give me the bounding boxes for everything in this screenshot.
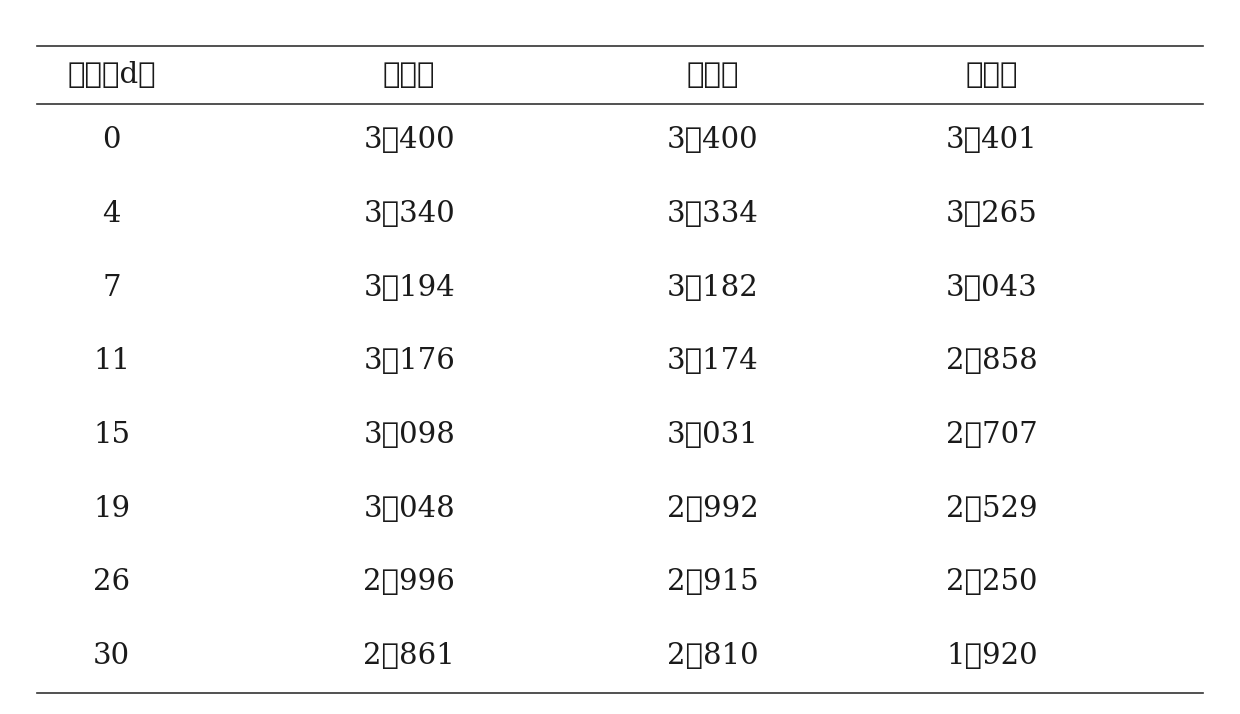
Text: 3．401: 3．401 [946, 126, 1038, 154]
Text: 1．920: 1．920 [946, 642, 1038, 670]
Text: 3．334: 3．334 [667, 200, 759, 228]
Text: 19: 19 [93, 495, 130, 523]
Text: 2．915: 2．915 [667, 568, 759, 596]
Text: 26: 26 [93, 568, 130, 596]
Text: 2．707: 2．707 [946, 421, 1038, 449]
Text: 0: 0 [103, 126, 120, 154]
Text: 3．176: 3．176 [363, 347, 455, 376]
Text: 3．043: 3．043 [946, 273, 1038, 301]
Text: 3．048: 3．048 [363, 495, 455, 523]
Text: 2．861: 2．861 [363, 642, 455, 670]
Text: 3．031: 3．031 [667, 421, 759, 449]
Text: 时间（d）: 时间（d） [67, 61, 156, 89]
Text: 3．400: 3．400 [667, 126, 759, 154]
Text: 3．174: 3．174 [667, 347, 759, 376]
Text: 第三组: 第三组 [966, 61, 1018, 89]
Text: 2．992: 2．992 [667, 495, 759, 523]
Text: 11: 11 [93, 347, 130, 376]
Text: 7: 7 [102, 273, 122, 301]
Text: 30: 30 [93, 642, 130, 670]
Text: 2．810: 2．810 [667, 642, 759, 670]
Text: 3．340: 3．340 [363, 200, 455, 228]
Text: 4: 4 [103, 200, 120, 228]
Text: 3．194: 3．194 [363, 273, 455, 301]
Text: 2．858: 2．858 [946, 347, 1038, 376]
Text: 2．250: 2．250 [946, 568, 1038, 596]
Text: 3．182: 3．182 [667, 273, 759, 301]
Text: 3．265: 3．265 [946, 200, 1038, 228]
Text: 15: 15 [93, 421, 130, 449]
Text: 2．996: 2．996 [363, 568, 455, 596]
Text: 3．098: 3．098 [363, 421, 455, 449]
Text: 2．529: 2．529 [946, 495, 1038, 523]
Text: 3．400: 3．400 [363, 126, 455, 154]
Text: 第一组: 第一组 [383, 61, 435, 89]
Text: 第二组: 第二组 [687, 61, 739, 89]
